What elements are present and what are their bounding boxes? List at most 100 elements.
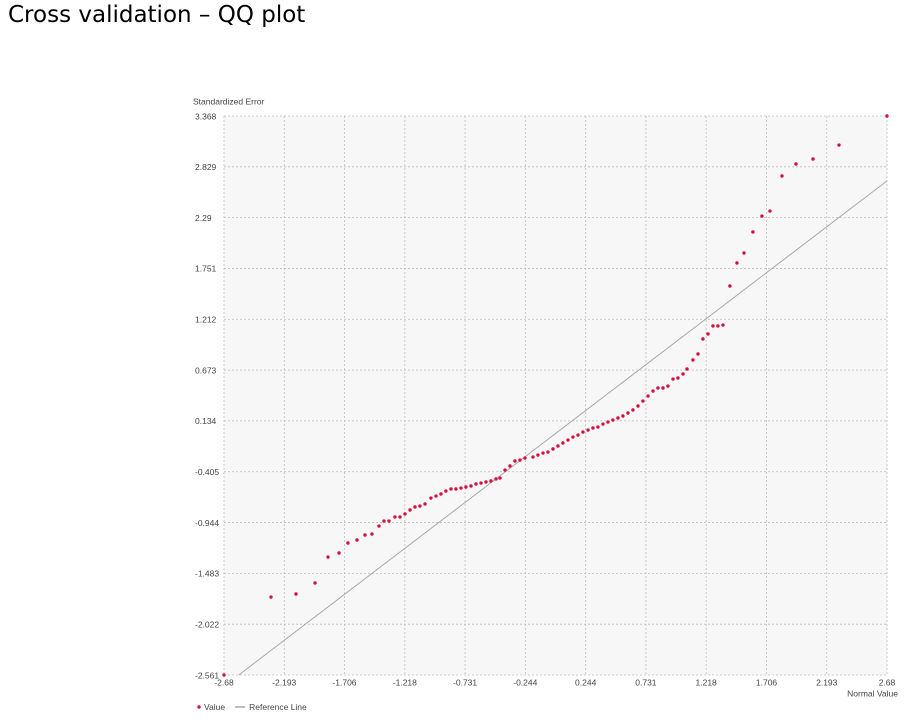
point (676, 376, 680, 380)
y-tick-label: -0.944 (195, 518, 219, 528)
point (464, 485, 468, 489)
point (768, 209, 772, 213)
x-tick-label: -0.731 (453, 677, 477, 687)
x-tick-label: -2.68 (214, 677, 234, 687)
point (269, 595, 273, 599)
point (837, 143, 841, 147)
page-title: Cross validation – QQ plot (8, 2, 306, 28)
point (377, 524, 381, 528)
point (536, 453, 540, 457)
point (601, 422, 605, 426)
point (716, 324, 720, 328)
x-tick-label: 1.218 (696, 677, 718, 687)
point (651, 389, 655, 393)
point (398, 515, 402, 519)
point (551, 447, 555, 451)
point (691, 358, 695, 362)
point (454, 487, 458, 491)
point (581, 430, 585, 434)
point (576, 433, 580, 437)
point (508, 464, 512, 468)
point (546, 450, 550, 454)
point (621, 414, 625, 418)
point (751, 230, 755, 234)
point (566, 438, 570, 442)
point (671, 377, 675, 381)
point (523, 456, 527, 460)
point (474, 482, 478, 486)
point (222, 673, 226, 677)
point (363, 533, 367, 537)
point (498, 476, 502, 480)
point (811, 157, 815, 161)
x-axis-title: Normal Value (847, 688, 898, 698)
point (408, 508, 412, 512)
point (721, 323, 725, 327)
y-tick-label: 1.751 (195, 264, 217, 274)
point (681, 372, 685, 376)
point (355, 538, 359, 542)
y-tick-label: 0.673 (195, 365, 217, 375)
y-tick-label: 0.134 (195, 416, 217, 426)
point (513, 459, 517, 463)
point (646, 394, 650, 398)
point (742, 251, 746, 255)
point (518, 458, 522, 462)
point (326, 555, 330, 559)
point (346, 541, 350, 545)
point (885, 114, 889, 118)
y-tick-label: -0.405 (195, 467, 219, 477)
point (313, 581, 317, 585)
point (586, 428, 590, 432)
point (434, 494, 438, 498)
point (641, 399, 645, 403)
point (596, 425, 600, 429)
point (706, 332, 710, 336)
point (423, 502, 427, 506)
y-tick-label: -1.483 (195, 569, 219, 579)
point (760, 214, 764, 218)
point (418, 504, 422, 508)
point (444, 489, 448, 493)
point (606, 420, 610, 424)
point (387, 519, 391, 523)
point (701, 337, 705, 341)
point (656, 386, 660, 390)
point (503, 468, 507, 472)
point (489, 479, 493, 483)
point (541, 451, 545, 455)
point (685, 367, 689, 371)
plot-area (224, 116, 887, 675)
y-tick-label: 2.29 (195, 213, 212, 223)
legend-label: Reference Line (249, 702, 307, 712)
point (459, 486, 463, 490)
point (403, 512, 407, 516)
point (494, 477, 498, 481)
point (735, 261, 739, 265)
point (611, 418, 615, 422)
x-tick-label: 0.731 (635, 677, 657, 687)
point (484, 480, 488, 484)
x-tick-label: 2.193 (816, 677, 838, 687)
point (469, 484, 473, 488)
point (561, 441, 565, 445)
x-tick-label: -1.218 (393, 677, 417, 687)
point (531, 455, 535, 459)
y-tick-label: -2.022 (195, 619, 219, 629)
legend-label: Value (204, 702, 225, 712)
y-tick-label: -2.561 (195, 670, 219, 680)
point (556, 444, 560, 448)
point (794, 162, 798, 166)
point (591, 426, 595, 430)
point (439, 492, 443, 496)
point (711, 324, 715, 328)
point (728, 284, 732, 288)
point (294, 592, 298, 596)
x-tick-label: 0.244 (575, 677, 597, 687)
point (337, 551, 341, 555)
point (631, 408, 635, 412)
x-tick-label: -1.706 (332, 677, 356, 687)
point (636, 404, 640, 408)
